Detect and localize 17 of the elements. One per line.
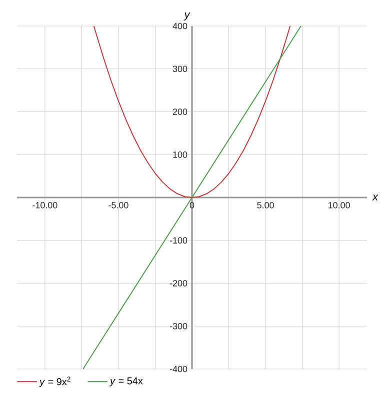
y-tick-label: -300	[170, 322, 188, 330]
x-tick-label: -10.00	[32, 202, 58, 208]
y-tick-label: -100	[170, 237, 188, 244]
legend-label: y = 9x$^{2}$	[38, 376, 70, 388]
y-tick-label: -200	[170, 280, 188, 286]
y-tick-label: 200	[172, 108, 188, 115]
x-tick-label: 0	[190, 202, 194, 208]
x-tick-label: -5.00	[108, 202, 128, 208]
y-tick-label: 400	[172, 22, 188, 30]
x-axis-title: x	[372, 194, 378, 200]
y-tick-label: 300	[172, 66, 188, 72]
legend-label: y = 54x	[109, 377, 143, 386]
x-tick-label: 5.00	[257, 202, 274, 208]
x-tick-label: 10.00	[328, 202, 350, 208]
y-axis-title: y	[184, 12, 190, 20]
y-tick-label: 100	[173, 151, 188, 158]
y-tick-label: -400	[170, 366, 188, 372]
